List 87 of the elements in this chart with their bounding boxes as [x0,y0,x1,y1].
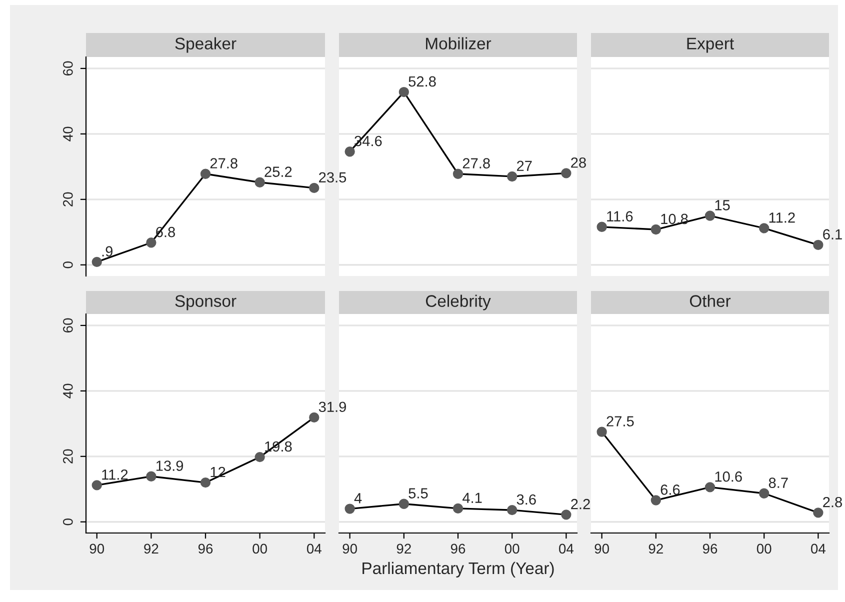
data-label: 2.8 [823,496,842,508]
point [398,498,409,509]
chart-title: Celebrity [426,294,491,310]
x-tick-label: 90 [594,544,609,554]
data-label: 27 [516,160,532,171]
text: 27.8 [210,158,238,168]
data-label: 12 [210,466,226,478]
y-tick-label: 60 [63,318,73,332]
point [650,495,661,506]
x-axis-title: Parliamentary Term (Year) [362,562,554,578]
data-label: 31.9 [318,402,346,412]
text: .9 [102,246,112,257]
chart-title: Other [690,294,731,307]
y-tick-label: 0 [63,518,73,526]
point [146,471,156,482]
data-label: 11.6 [607,211,633,222]
data-label: 4 [354,493,362,504]
point [759,223,770,234]
point [596,426,607,437]
data-label: 11.2 [769,212,795,223]
data-label: 27.8 [462,158,490,168]
x-tick-label: 90 [342,544,357,554]
y-tick-label: 0 [63,262,73,268]
x-tick-label: 92 [144,544,158,554]
point [200,168,211,179]
data-label: 8.7 [768,478,788,488]
point [398,86,409,98]
data-label: 6.6 [660,484,680,495]
x-tick-label: 04 [306,544,322,554]
x-tick-label: 90 [90,544,104,554]
point [507,171,518,182]
data-label: 3.6 [516,494,536,505]
data-label: 28 [571,157,586,168]
x-tick-label: 92 [396,544,411,554]
data-label: 4.1 [462,492,482,503]
point [254,452,265,462]
y-tick-label: 60 [63,61,73,76]
x-tick-label: 92 [648,544,663,554]
data-label: 6.1 [823,229,842,240]
data-label: 52.8 [408,76,436,87]
point [561,510,572,520]
chart-title: Expert [687,38,734,53]
data-label: 27.5 [606,416,634,426]
point [254,177,265,188]
point [561,168,572,178]
point [704,210,716,221]
text: 25.2 [264,166,292,177]
data-label: 15 [715,200,730,210]
point [507,505,518,516]
point [344,504,355,514]
x-tick-label: 96 [702,544,718,554]
chart-title: Speaker [175,37,236,53]
chart-title: Sponsor [175,295,236,310]
x-tick-label: 04 [811,544,826,554]
x-tick-label: 04 [559,544,574,554]
y-tick-label: 40 [63,384,73,398]
point [344,146,355,157]
x-tick-label: 96 [198,544,213,554]
point [92,256,102,268]
point [309,412,320,423]
point [596,222,607,232]
data-label: 11.2 [102,469,128,480]
point [704,482,716,492]
y-tick-label: 20 [63,192,73,206]
data-label: 10.8 [661,214,688,224]
point [92,480,102,490]
x-tick-label: 96 [450,544,466,554]
x-tick-label: 00 [252,544,267,554]
text: 23.5 [319,172,346,183]
data-label: 13.9 [156,460,184,471]
point [813,508,824,518]
x-tick-label: 00 [504,544,520,554]
data-label: 5.5 [408,488,428,498]
point [813,240,824,250]
data-label: 2.2 [571,498,590,510]
point [200,478,211,488]
point [309,182,320,194]
point [759,488,770,498]
data-label: 10.6 [715,471,742,482]
x-tick-label: 00 [756,544,772,554]
point [452,168,464,179]
point [650,224,661,235]
y-tick-label: 20 [63,449,73,464]
y-tick-label: 40 [63,126,73,142]
point [452,503,464,514]
point [146,238,156,248]
chart-title: Mobilizer [426,37,492,50]
